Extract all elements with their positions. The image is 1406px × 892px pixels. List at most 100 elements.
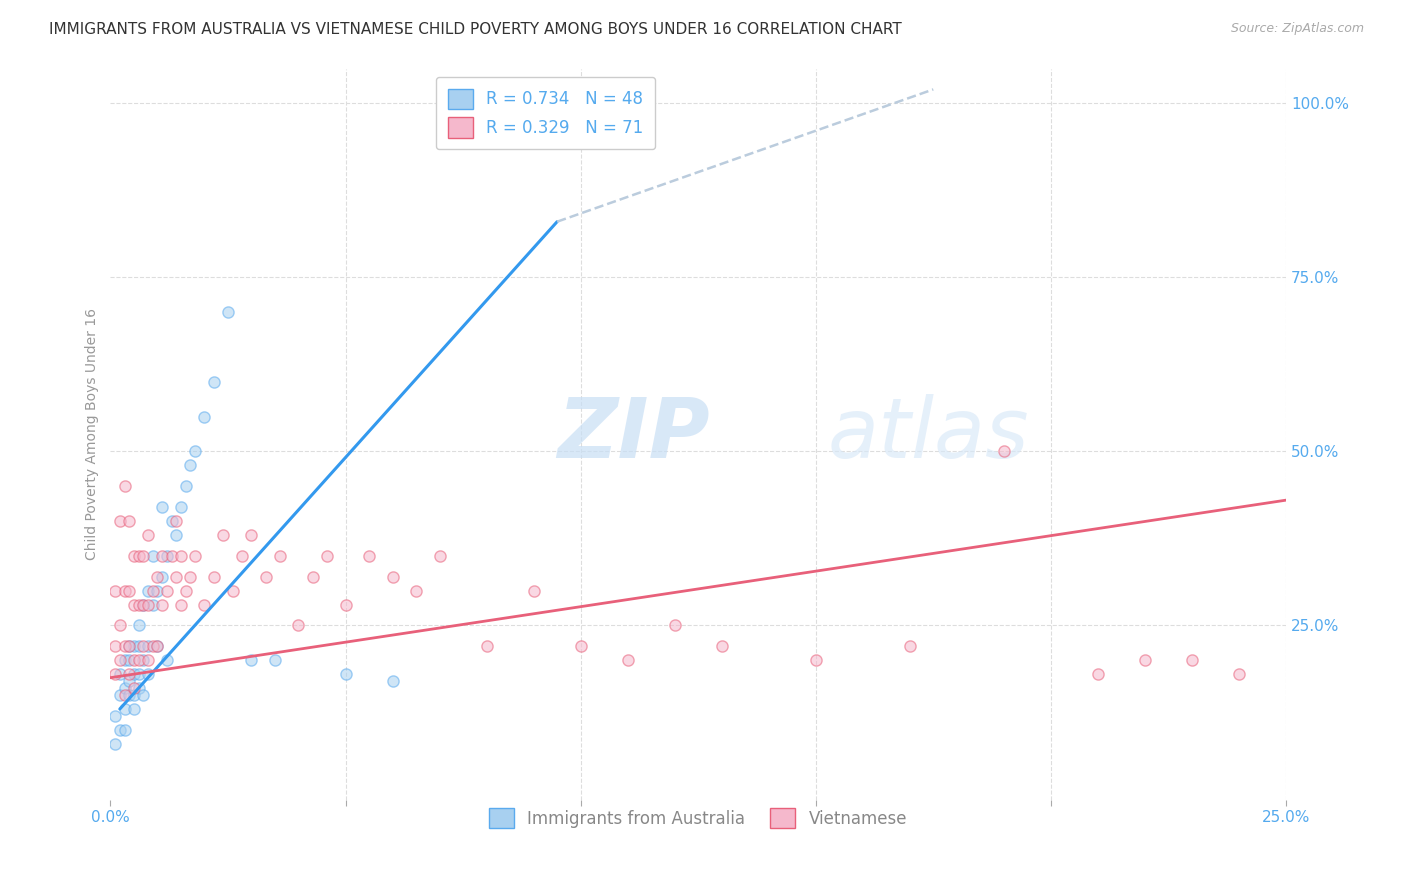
- Point: [212, 528, 235, 542]
- Point: [132, 598, 155, 612]
- Point: [118, 674, 141, 689]
- Point: [122, 667, 145, 681]
- Point: [118, 583, 141, 598]
- Text: IMMIGRANTS FROM AUSTRALIA VS VIETNAMESE CHILD POVERTY AMONG BOYS UNDER 16 CORREL: IMMIGRANTS FROM AUSTRALIA VS VIETNAMESE …: [49, 22, 903, 37]
- Point: [108, 667, 131, 681]
- Point: [146, 583, 169, 598]
- Point: [193, 598, 215, 612]
- Point: [128, 618, 150, 632]
- Point: [287, 618, 309, 632]
- Point: [301, 570, 323, 584]
- Point: [136, 653, 159, 667]
- Point: [160, 549, 183, 563]
- Point: [993, 444, 1015, 458]
- Point: [132, 598, 155, 612]
- Point: [146, 640, 169, 654]
- Point: [114, 723, 136, 737]
- Point: [1181, 653, 1204, 667]
- Point: [122, 549, 145, 563]
- Point: [165, 570, 187, 584]
- Point: [114, 702, 136, 716]
- Point: [146, 640, 169, 654]
- Point: [136, 583, 159, 598]
- Point: [184, 549, 207, 563]
- Point: [132, 640, 155, 654]
- Point: [118, 514, 141, 528]
- Point: [132, 653, 155, 667]
- Point: [335, 667, 357, 681]
- Point: [254, 570, 277, 584]
- Point: [156, 653, 179, 667]
- Point: [898, 640, 921, 654]
- Point: [174, 583, 197, 598]
- Point: [710, 640, 733, 654]
- Point: [142, 583, 165, 598]
- Point: [569, 640, 592, 654]
- Point: [118, 653, 141, 667]
- Point: [202, 570, 225, 584]
- Point: [150, 549, 173, 563]
- Point: [523, 583, 546, 598]
- Point: [170, 598, 193, 612]
- Point: [108, 723, 131, 737]
- Point: [122, 598, 145, 612]
- Point: [179, 458, 201, 473]
- Point: [122, 653, 145, 667]
- Point: [122, 688, 145, 702]
- Legend: Immigrants from Australia, Vietnamese: Immigrants from Australia, Vietnamese: [482, 801, 914, 835]
- Point: [429, 549, 451, 563]
- Point: [269, 549, 291, 563]
- Point: [104, 583, 127, 598]
- Point: [104, 709, 127, 723]
- Point: [179, 570, 201, 584]
- Point: [202, 375, 225, 389]
- Point: [150, 598, 173, 612]
- Point: [315, 549, 337, 563]
- Point: [114, 681, 136, 695]
- Point: [146, 570, 169, 584]
- Point: [616, 653, 638, 667]
- Point: [118, 640, 141, 654]
- Point: [357, 549, 380, 563]
- Point: [122, 681, 145, 695]
- Point: [184, 444, 207, 458]
- Point: [132, 688, 155, 702]
- Point: [174, 479, 197, 493]
- Point: [156, 549, 179, 563]
- Point: [136, 598, 159, 612]
- Point: [136, 528, 159, 542]
- Point: [128, 640, 150, 654]
- Point: [114, 688, 136, 702]
- Point: [170, 500, 193, 515]
- Point: [136, 667, 159, 681]
- Point: [128, 681, 150, 695]
- Point: [132, 549, 155, 563]
- Point: [114, 653, 136, 667]
- Point: [104, 737, 127, 751]
- Text: Source: ZipAtlas.com: Source: ZipAtlas.com: [1230, 22, 1364, 36]
- Point: [160, 514, 183, 528]
- Point: [804, 653, 827, 667]
- Point: [118, 667, 141, 681]
- Point: [104, 640, 127, 654]
- Point: [405, 583, 427, 598]
- Point: [118, 640, 141, 654]
- Point: [122, 640, 145, 654]
- Point: [122, 702, 145, 716]
- Point: [128, 598, 150, 612]
- Point: [231, 549, 253, 563]
- Point: [264, 653, 287, 667]
- Point: [475, 640, 498, 654]
- Point: [240, 528, 263, 542]
- Point: [114, 640, 136, 654]
- Point: [142, 598, 165, 612]
- Point: [118, 688, 141, 702]
- Point: [1087, 667, 1109, 681]
- Point: [108, 618, 131, 632]
- Point: [114, 479, 136, 493]
- Point: [381, 570, 404, 584]
- Point: [108, 688, 131, 702]
- Point: [114, 583, 136, 598]
- Point: [381, 674, 404, 689]
- Point: [170, 549, 193, 563]
